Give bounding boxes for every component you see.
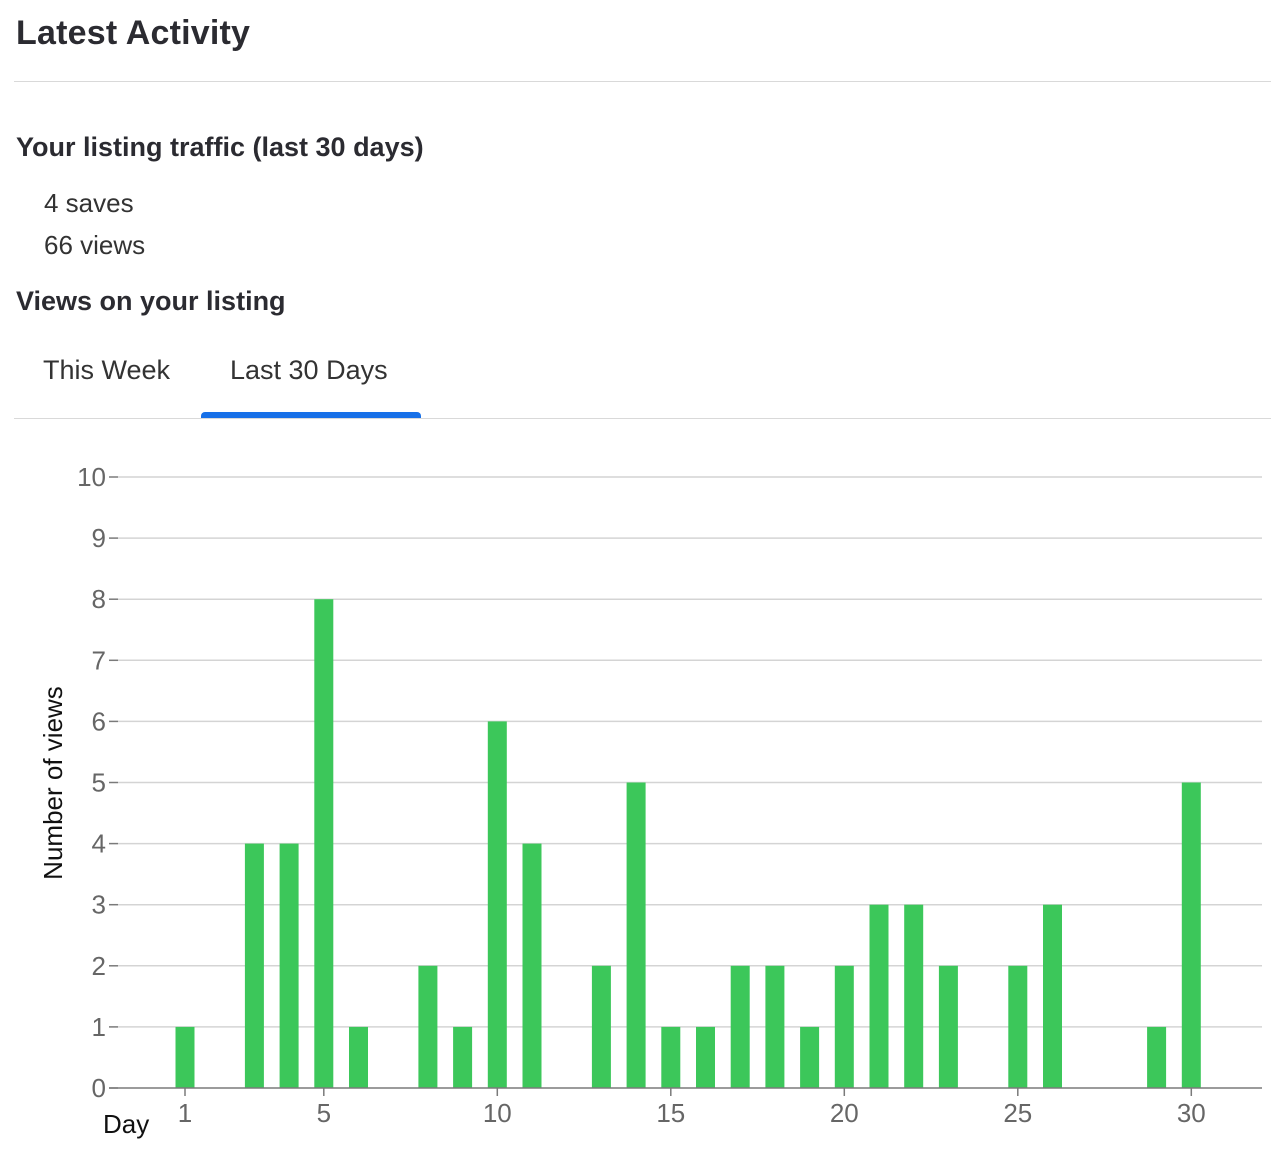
views-heading: Views on your listing — [16, 286, 286, 316]
y-tick-label-8: 8 — [92, 584, 106, 614]
grid-layer — [118, 476, 1262, 1028]
bar-day-1 — [175, 1026, 195, 1088]
bar-day-20 — [834, 965, 854, 1088]
bar-day-19 — [800, 1026, 820, 1088]
bar-day-11 — [522, 843, 542, 1088]
bar-day-30 — [1181, 782, 1201, 1088]
x-tick-label-1: 1 — [178, 1098, 192, 1128]
tab-last-30-days[interactable]: Last 30 Days — [230, 355, 388, 385]
active-tab-indicator — [201, 412, 421, 418]
bar-day-26 — [1043, 904, 1062, 1088]
bar-day-5 — [314, 599, 334, 1088]
x-tick-label-15: 15 — [656, 1098, 685, 1128]
bar-day-16 — [696, 1026, 715, 1088]
views-tabs: This Week Last 30 Days — [14, 336, 1271, 420]
y-tick-label-1: 1 — [92, 1012, 106, 1042]
bar-day-18 — [765, 965, 785, 1088]
y-tick-label-6: 6 — [92, 706, 106, 736]
views-count: 66 views — [44, 230, 146, 260]
bar-day-15 — [661, 1026, 681, 1088]
bar-day-6 — [349, 1026, 368, 1088]
bar-day-10 — [487, 721, 507, 1088]
bar-day-21 — [869, 904, 889, 1088]
x-tick-label-10: 10 — [483, 1098, 512, 1128]
bar-day-13 — [591, 965, 611, 1088]
bar-day-14 — [626, 782, 646, 1088]
y-tick-label-9: 9 — [92, 523, 106, 553]
saves-count: 4 saves — [44, 188, 134, 218]
bar-day-4 — [279, 843, 299, 1088]
bar-day-9 — [453, 1026, 473, 1088]
y-tick-label-5: 5 — [92, 768, 106, 798]
x-axis-label: Day — [103, 1109, 149, 1139]
bar-day-3 — [244, 843, 264, 1088]
x-tick-label-20: 20 — [830, 1098, 859, 1128]
tab-this-week[interactable]: This Week — [43, 355, 171, 385]
y-tick-label-10: 10 — [77, 462, 106, 492]
bar-day-22 — [904, 904, 924, 1088]
bar-day-8 — [418, 965, 438, 1088]
y-tick-label-2: 2 — [92, 951, 106, 981]
traffic-heading: Your listing traffic (last 30 days) — [16, 132, 424, 162]
bar-day-17 — [730, 965, 750, 1088]
title-divider — [14, 81, 1271, 82]
bar-day-25 — [1008, 965, 1028, 1088]
page-title: Latest Activity — [16, 14, 251, 52]
x-tick-label-30: 30 — [1177, 1098, 1206, 1128]
y-axis-label: Number of views — [38, 686, 68, 880]
x-tick-label-25: 25 — [1003, 1098, 1032, 1128]
y-tick-label-0: 0 — [92, 1073, 106, 1103]
tabs-divider — [14, 418, 1271, 419]
x-tick-label-5: 5 — [317, 1098, 331, 1128]
bar-day-29 — [1147, 1026, 1167, 1088]
bar-day-23 — [938, 965, 958, 1088]
y-tick-label-4: 4 — [92, 829, 106, 859]
y-tick-label-3: 3 — [92, 890, 106, 920]
bar-layer — [175, 599, 1201, 1088]
y-tick-label-7: 7 — [92, 645, 106, 675]
